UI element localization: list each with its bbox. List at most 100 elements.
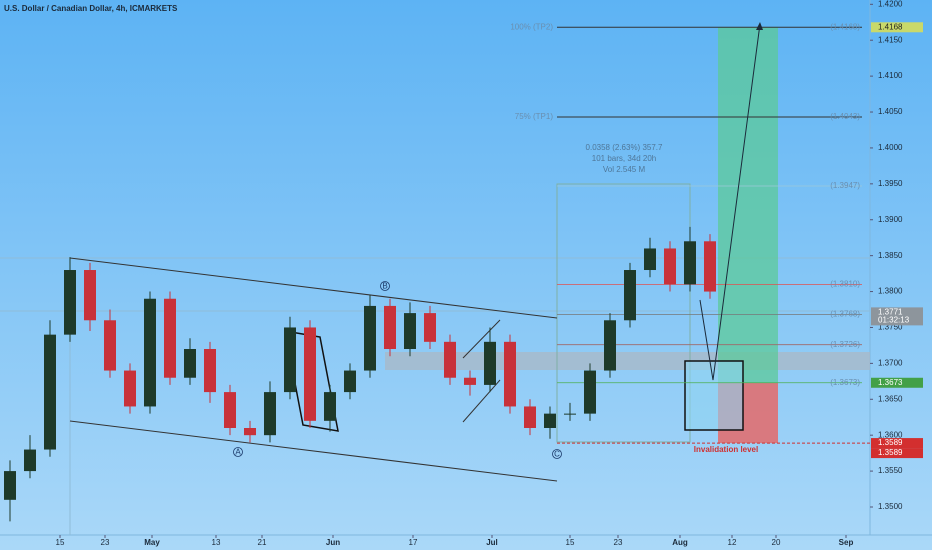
x-tick-label: Jul: [486, 538, 498, 547]
x-tick-label: 20: [772, 538, 781, 547]
candle-body: [4, 471, 16, 500]
candle-body: [664, 248, 676, 285]
x-tick-label: 13: [212, 538, 221, 547]
invalidation-label: Invalidation level: [694, 445, 758, 454]
x-tick-label: 21: [258, 538, 267, 547]
candle-body: [644, 248, 656, 271]
candle-body: [284, 327, 296, 393]
level-price: (1.3673): [830, 378, 860, 387]
candle-body: [424, 313, 436, 342]
channel-line: [69, 420, 558, 482]
candle-body: [224, 392, 236, 428]
x-tick-label: 23: [614, 538, 623, 547]
wave-label: A: [235, 448, 241, 457]
candle-body: [464, 377, 476, 385]
y-tick-label: 1.3700: [878, 358, 903, 367]
y-tick-label: 1.3750: [878, 323, 903, 332]
y-tick-label: 1.4050: [878, 107, 903, 116]
candle-body: [624, 270, 636, 321]
wedge-line: [462, 319, 501, 359]
candle-body: [444, 341, 456, 378]
y-tick-label: 1.4150: [878, 35, 903, 44]
measure-text: 0.0358 (2.63%) 357.7: [586, 143, 663, 152]
candle-body: [104, 320, 116, 371]
level-price: (1.3726): [830, 340, 860, 349]
candle-body: [184, 349, 196, 378]
candle-body: [564, 413, 576, 415]
x-tick-label: 12: [728, 538, 737, 547]
y-tick-label: 1.3900: [878, 215, 903, 224]
y-tick-label: 1.3650: [878, 394, 903, 403]
y-tick-label: 1.4100: [878, 71, 903, 80]
candle-body: [584, 370, 596, 414]
candle-body: [64, 270, 76, 335]
candle-body: [164, 298, 176, 378]
wave-label: B: [382, 282, 387, 291]
measure-text: Vol 2.545 M: [603, 165, 646, 174]
candle-body: [144, 298, 156, 407]
profit-zone: [718, 27, 778, 383]
y-tick-label: 1.3550: [878, 466, 903, 475]
price-tag: [871, 22, 923, 33]
candle-body: [324, 392, 336, 421]
x-tick-label: 15: [566, 538, 575, 547]
y-tick-label: 1.3950: [878, 179, 903, 188]
wave-circle: [233, 447, 243, 457]
candle-body: [524, 406, 536, 428]
candle-body: [544, 413, 556, 428]
level-label: 100% (TP2): [510, 22, 553, 31]
x-tick-label: Aug: [672, 538, 688, 547]
x-tick-label: 15: [56, 538, 65, 547]
price-tag-label: 1.3589: [878, 448, 903, 457]
projection: [699, 23, 761, 381]
x-tick-label: Jun: [326, 538, 340, 547]
candle-body: [264, 392, 276, 436]
candle-body: [304, 327, 316, 421]
chart-title: U.S. Dollar / Canadian Dollar, 4h, ICMAR…: [4, 4, 178, 13]
x-tick-label: 17: [409, 538, 418, 547]
wave-label: C: [554, 450, 560, 459]
y-tick-label: 1.3800: [878, 287, 903, 296]
price-tag-label: 1.3771: [878, 307, 903, 316]
y-tick-label: 1.3500: [878, 502, 903, 511]
level-price: (1.4043): [830, 112, 860, 121]
y-tick-label: 1.4000: [878, 143, 903, 152]
level-price: (1.3810): [830, 279, 860, 288]
wedge-line: [462, 379, 501, 423]
candle-body: [504, 341, 516, 407]
candle-body: [404, 313, 416, 350]
level-label: 75% (TP1): [515, 112, 554, 121]
price-tag: [871, 377, 923, 388]
price-tag: [871, 438, 923, 449]
candle-body: [384, 305, 396, 350]
channel-line: [69, 257, 558, 319]
price-tag-label: 1.3589: [878, 438, 903, 447]
candle-body: [704, 241, 716, 292]
countdown: 01:32:13: [878, 315, 910, 324]
measure-box: [556, 183, 691, 443]
level-price: (1.3947): [830, 181, 860, 190]
candle-body: [344, 370, 356, 393]
y-tick-label: 1.3600: [878, 430, 903, 439]
x-tick-label: May: [144, 538, 160, 547]
y-tick-label: 1.4200: [878, 0, 903, 8]
y-tick-label: 1.3850: [878, 251, 903, 260]
candle-body: [204, 349, 216, 393]
wave-circle: [552, 449, 562, 459]
level-price: (1.3768): [830, 310, 860, 319]
candle-body: [24, 449, 36, 472]
arrow-head: [756, 22, 763, 30]
candle-body: [44, 334, 56, 450]
price-tag: [871, 307, 923, 326]
candle-body: [684, 241, 696, 285]
candle-body: [244, 428, 256, 436]
level-price: (1.4168): [830, 22, 860, 31]
x-tick-label: Sep: [839, 538, 854, 547]
price-tag: [871, 448, 923, 459]
candle-body: [124, 370, 136, 407]
measure-text: 101 bars, 34d 20h: [592, 154, 657, 163]
candle-body: [604, 320, 616, 371]
price-tag-label: 1.4168: [878, 22, 903, 31]
